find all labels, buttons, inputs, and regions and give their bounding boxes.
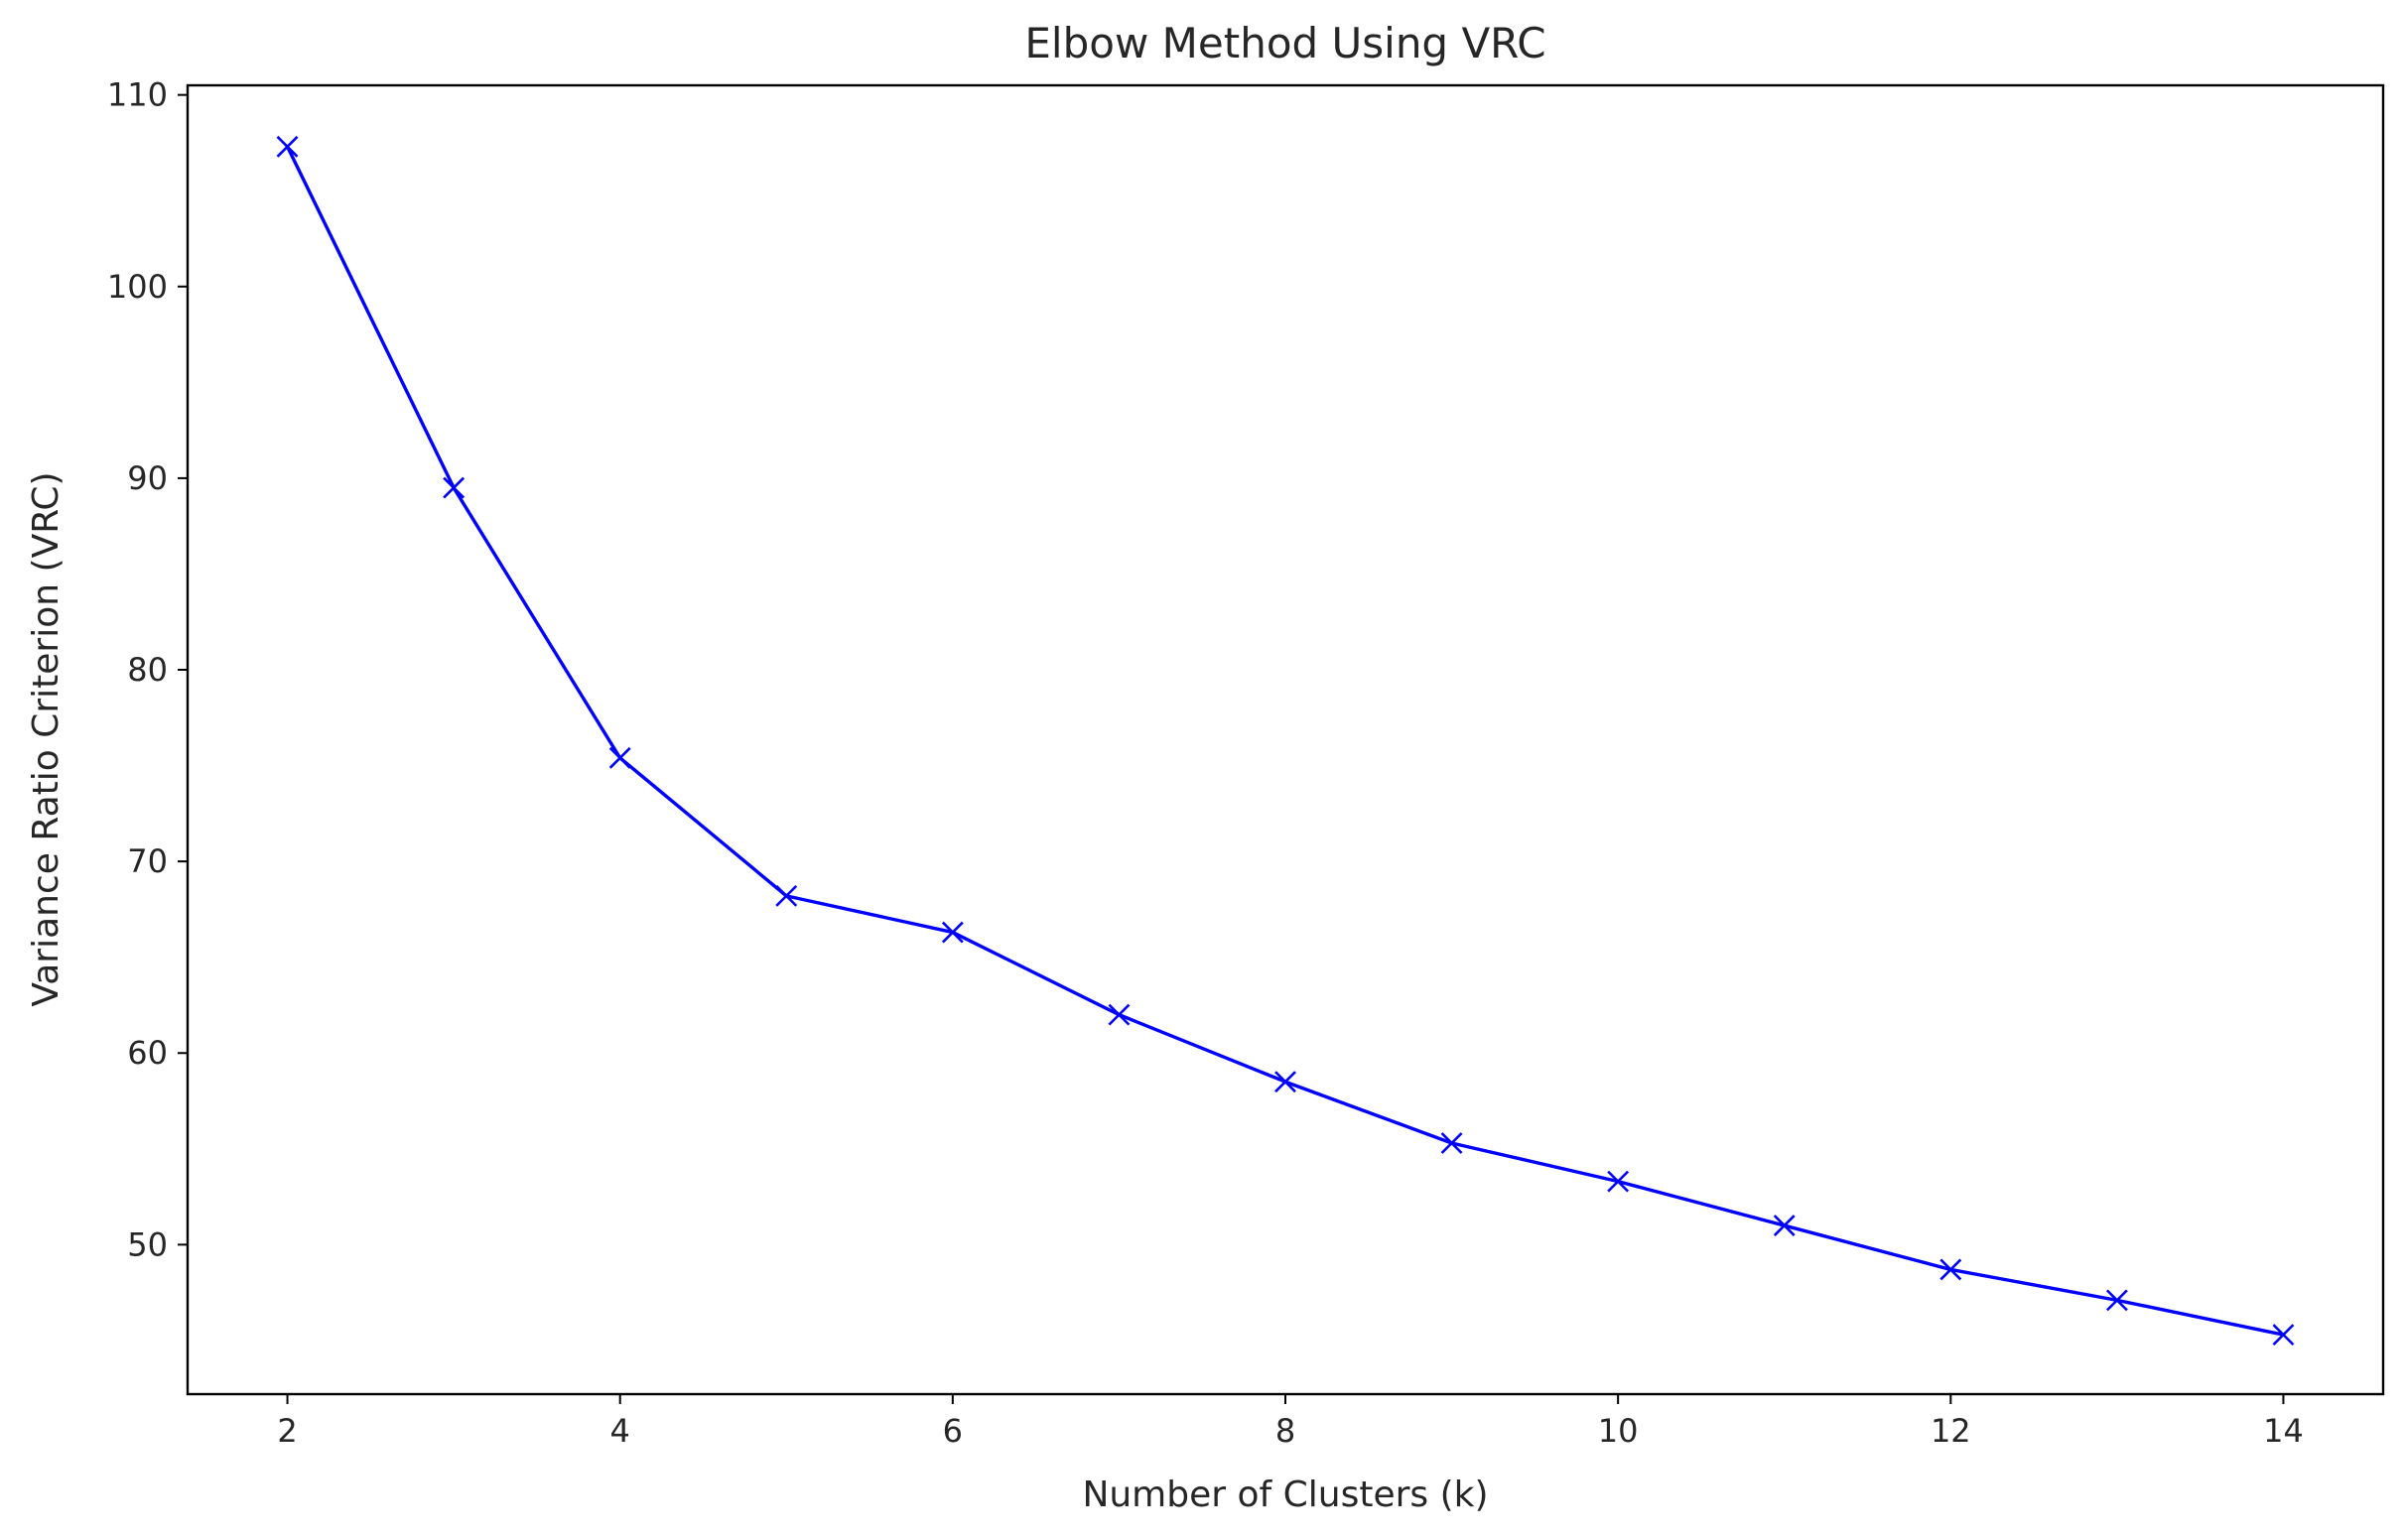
- data-point-marker: [1440, 1132, 1463, 1154]
- x-tick-label: 4: [610, 1412, 630, 1450]
- series-line: [285, 145, 2286, 1337]
- x-tick-label: 6: [943, 1412, 963, 1450]
- y-tick-label: 70: [127, 842, 168, 880]
- x-tick-label: 14: [2263, 1412, 2304, 1450]
- data-point-marker: [1773, 1215, 1796, 1236]
- data-point-marker: [443, 476, 466, 499]
- y-tick-label: 90: [127, 459, 168, 497]
- x-tick-label: 10: [1598, 1412, 1639, 1450]
- data-point-marker: [1274, 1071, 1296, 1093]
- data-point-marker: [276, 135, 299, 158]
- data-point-marker: [2272, 1324, 2295, 1347]
- plot-layer: [276, 135, 2295, 1347]
- x-tick-label: 8: [1275, 1412, 1295, 1450]
- x-axis-title: Number of Clusters (k): [1082, 1475, 1488, 1515]
- data-point-marker: [941, 921, 964, 944]
- axes-frame: [186, 83, 2385, 1396]
- x-tick-label: 12: [1931, 1412, 1971, 1450]
- y-tick-label: 100: [107, 268, 168, 306]
- x-tick-label: 2: [277, 1412, 297, 1450]
- x-axis: 2 4 6 8 10 12 14: [277, 1394, 2304, 1450]
- y-tick-label: 60: [127, 1034, 168, 1072]
- y-tick-label: 110: [107, 76, 168, 114]
- data-point-marker: [1108, 1003, 1131, 1026]
- y-tick-label: 80: [127, 651, 168, 689]
- data-point-marker: [1939, 1258, 1962, 1281]
- y-axis: 50 60 70 80 90 100 110: [107, 76, 188, 1263]
- data-point-marker: [1607, 1170, 1630, 1193]
- y-tick-label: 50: [127, 1225, 168, 1263]
- y-axis-title: Variance Ratio Criterion (VRC): [26, 471, 67, 1006]
- data-point-marker: [2105, 1289, 2128, 1312]
- data-point-marker: [608, 746, 631, 769]
- chart-title: Elbow Method Using VRC: [1024, 19, 1545, 67]
- data-point-marker: [775, 884, 798, 907]
